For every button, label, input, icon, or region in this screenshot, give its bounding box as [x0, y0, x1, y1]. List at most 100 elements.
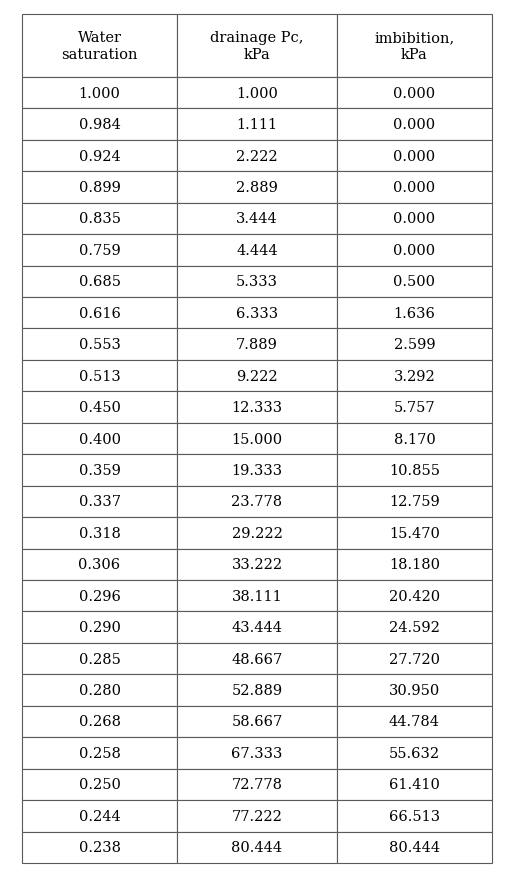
- Bar: [337, 204, 492, 234]
- Bar: [337, 423, 492, 455]
- Text: 0.616: 0.616: [79, 306, 120, 320]
- Text: 15.000: 15.000: [231, 432, 283, 446]
- Bar: [22, 549, 177, 580]
- Bar: [22, 15, 177, 78]
- Text: 0.513: 0.513: [79, 369, 120, 383]
- Bar: [177, 580, 337, 612]
- Text: 23.778: 23.778: [231, 495, 283, 509]
- Text: drainage Pc,
kPa: drainage Pc, kPa: [210, 32, 304, 61]
- Bar: [177, 15, 337, 78]
- Text: 4.444: 4.444: [236, 243, 278, 257]
- Text: 0.835: 0.835: [79, 212, 121, 227]
- Text: 1.636: 1.636: [394, 306, 435, 320]
- Text: imbibition,
kPa: imbibition, kPa: [374, 32, 454, 61]
- Bar: [22, 423, 177, 455]
- Bar: [22, 329, 177, 361]
- Text: 0.000: 0.000: [393, 181, 435, 195]
- Bar: [177, 517, 337, 549]
- Bar: [337, 706, 492, 738]
- Text: 15.470: 15.470: [389, 526, 440, 540]
- Bar: [177, 392, 337, 423]
- Bar: [177, 234, 337, 266]
- Text: 2.889: 2.889: [236, 181, 278, 195]
- Bar: [337, 329, 492, 361]
- Bar: [177, 172, 337, 204]
- Text: 0.306: 0.306: [79, 558, 121, 572]
- Text: 3.292: 3.292: [394, 369, 435, 383]
- Bar: [177, 738, 337, 769]
- Bar: [22, 800, 177, 831]
- Text: 58.667: 58.667: [231, 715, 283, 729]
- Text: 3.444: 3.444: [236, 212, 278, 227]
- Text: 1.000: 1.000: [79, 87, 120, 100]
- Bar: [177, 769, 337, 800]
- Bar: [22, 831, 177, 863]
- Text: 0.296: 0.296: [79, 589, 120, 603]
- Bar: [337, 15, 492, 78]
- Text: 2.599: 2.599: [394, 338, 435, 352]
- Bar: [177, 674, 337, 706]
- Text: 0.500: 0.500: [393, 275, 435, 289]
- Text: 5.333: 5.333: [236, 275, 278, 289]
- Bar: [177, 109, 337, 140]
- Text: 5.757: 5.757: [394, 400, 435, 414]
- Bar: [22, 361, 177, 392]
- Text: 0.000: 0.000: [393, 243, 435, 257]
- Text: 55.632: 55.632: [389, 746, 440, 760]
- Text: 0.238: 0.238: [79, 840, 121, 854]
- Bar: [22, 172, 177, 204]
- Bar: [177, 140, 337, 172]
- Text: 52.889: 52.889: [231, 683, 283, 697]
- Text: 0.000: 0.000: [393, 118, 435, 132]
- Bar: [177, 361, 337, 392]
- Bar: [337, 831, 492, 863]
- Text: 0.984: 0.984: [79, 118, 120, 132]
- Text: 12.333: 12.333: [231, 400, 283, 414]
- Text: 0.285: 0.285: [79, 651, 120, 666]
- Text: 19.333: 19.333: [231, 464, 283, 478]
- Text: 0.450: 0.450: [79, 400, 120, 414]
- Bar: [22, 298, 177, 329]
- Text: 61.410: 61.410: [389, 778, 440, 791]
- Text: 29.222: 29.222: [232, 526, 282, 540]
- Text: 72.778: 72.778: [231, 778, 283, 791]
- Bar: [22, 78, 177, 109]
- Bar: [177, 549, 337, 580]
- Bar: [22, 612, 177, 644]
- Text: 38.111: 38.111: [232, 589, 282, 603]
- Bar: [337, 109, 492, 140]
- Bar: [177, 455, 337, 486]
- Text: 0.899: 0.899: [79, 181, 120, 195]
- Text: 18.180: 18.180: [389, 558, 440, 572]
- Text: 0.359: 0.359: [79, 464, 120, 478]
- Bar: [22, 769, 177, 800]
- Bar: [177, 423, 337, 455]
- Bar: [337, 455, 492, 486]
- Text: 33.222: 33.222: [231, 558, 283, 572]
- Text: 12.759: 12.759: [389, 495, 440, 509]
- Text: 1.000: 1.000: [236, 87, 278, 100]
- Bar: [337, 769, 492, 800]
- Text: 0.337: 0.337: [79, 495, 121, 509]
- Bar: [337, 266, 492, 298]
- Text: 2.222: 2.222: [236, 149, 278, 163]
- Bar: [22, 580, 177, 612]
- Text: 0.924: 0.924: [79, 149, 120, 163]
- Text: 0.000: 0.000: [393, 212, 435, 227]
- Text: 10.855: 10.855: [389, 464, 440, 478]
- Bar: [177, 644, 337, 674]
- Text: 27.720: 27.720: [389, 651, 440, 666]
- Text: 0.280: 0.280: [79, 683, 121, 697]
- Text: 67.333: 67.333: [231, 746, 283, 760]
- Bar: [337, 78, 492, 109]
- Bar: [337, 392, 492, 423]
- Bar: [177, 831, 337, 863]
- Bar: [177, 486, 337, 517]
- Bar: [337, 549, 492, 580]
- Bar: [337, 800, 492, 831]
- Text: 8.170: 8.170: [394, 432, 435, 446]
- Bar: [337, 612, 492, 644]
- Bar: [337, 361, 492, 392]
- Text: 44.784: 44.784: [389, 715, 440, 729]
- Bar: [22, 266, 177, 298]
